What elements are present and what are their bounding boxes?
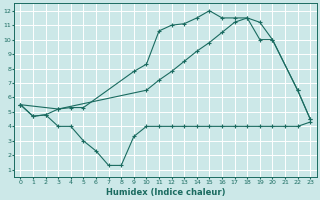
X-axis label: Humidex (Indice chaleur): Humidex (Indice chaleur) — [106, 188, 225, 197]
